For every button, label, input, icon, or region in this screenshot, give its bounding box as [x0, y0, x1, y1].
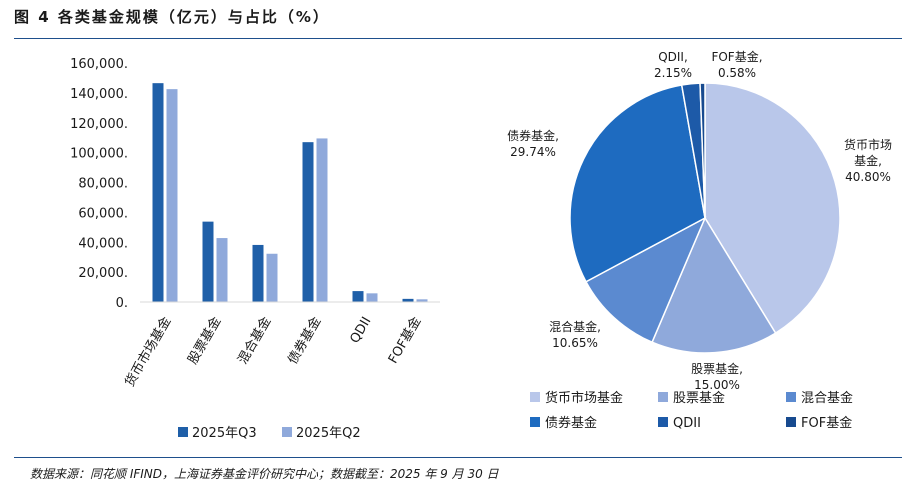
pie-chart: 货币市场基金, 40.80% 股票基金, 15.00% 混合基金, 10.65% 债券基金,…	[507, 49, 892, 431]
legend-swatch	[282, 427, 292, 437]
legend-swatch	[530, 392, 540, 402]
legend-swatch	[786, 417, 796, 427]
pie-data-label: 债券基金, 29.74%	[507, 128, 559, 159]
bar-q2	[166, 89, 178, 302]
bar-q2	[266, 253, 278, 302]
y-tick-label: 20,000.	[78, 266, 128, 281]
figure-title: 图 4 各类基金规模（亿元）与占比（%）	[14, 8, 330, 26]
pie-slice	[651, 216, 777, 354]
y-tick-label: 160,000.	[70, 57, 128, 72]
legend-label: QDII	[673, 416, 701, 431]
y-tick-label: 0.	[116, 296, 128, 311]
x-tick-label: 债券基金	[285, 314, 325, 367]
pie-data-label: 混合基金, 10.65%	[549, 319, 601, 350]
legend-label: 债券基金	[545, 415, 597, 431]
bar-q3	[152, 83, 164, 303]
y-tick-label: 80,000.	[78, 177, 128, 192]
legend-label: 货币市场基金	[545, 390, 623, 406]
x-tick-label: FOF基金	[385, 314, 424, 366]
legend-swatch	[658, 417, 668, 427]
bar-q2	[416, 299, 428, 302]
bar-q3	[402, 298, 414, 302]
bar-q3	[302, 142, 314, 302]
bar-q2	[366, 293, 378, 302]
pie-data-label: FOF基金, 0.58%	[711, 49, 762, 80]
legend-label: 股票基金	[673, 390, 725, 406]
y-tick-label: 40,000.	[78, 236, 128, 251]
source-rule	[14, 457, 902, 458]
y-tick-label: 60,000.	[78, 206, 128, 221]
legend-swatch	[530, 417, 540, 427]
pie-data-label: QDII, 2.15%	[654, 50, 692, 80]
legend-swatch	[658, 392, 668, 402]
bar-q3	[352, 291, 364, 302]
legend-label: FOF基金	[801, 415, 852, 431]
legend-swatch	[178, 427, 188, 437]
source-note: 数据来源：同花顺 IFIND，上海证券基金评价研究中心；数据截至：2025 年 …	[30, 467, 499, 481]
x-tick-label: QDII	[348, 315, 375, 347]
y-tick-label: 120,000.	[70, 117, 128, 132]
x-tick-label: 货币市场基金	[122, 314, 175, 390]
y-tick-label: 100,000.	[70, 147, 128, 162]
pie-data-label: 货币市场基金, 40.80%	[844, 137, 892, 184]
legend-swatch	[786, 392, 796, 402]
legend-label: 混合基金	[801, 390, 853, 406]
legend-label: 2025年Q3	[192, 426, 257, 441]
pie-slice	[699, 82, 706, 219]
bar-q3	[202, 221, 214, 302]
title-rule	[14, 38, 902, 39]
pie-data-label: 股票基金, 15.00%	[691, 361, 743, 392]
bar-chart: 0. 20,000. 40,000. 60,000. 80,000. 100,000. 12…	[70, 57, 440, 441]
bar-q3	[252, 244, 264, 302]
pie-slice	[569, 84, 706, 283]
bar-q2	[216, 238, 228, 302]
x-tick-label: 股票基金	[185, 314, 225, 367]
y-tick-label: 140,000.	[70, 87, 128, 102]
bar-q2	[316, 138, 328, 302]
pie-slice	[704, 82, 841, 335]
pie-slice	[584, 216, 707, 344]
legend-label: 2025年Q2	[296, 426, 361, 441]
x-tick-label: 混合基金	[235, 314, 275, 367]
